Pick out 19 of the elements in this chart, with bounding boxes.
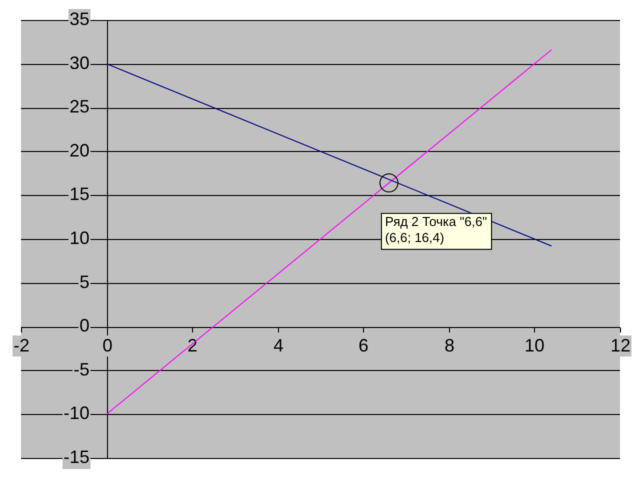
x-tick-label: 12	[610, 335, 631, 356]
x-tick-label: 8	[444, 335, 455, 356]
x-tick-label: 10	[524, 335, 545, 356]
y-tick-label: -5	[73, 359, 90, 380]
y-tick-label: 5	[79, 272, 90, 292]
y-tick-label: -15	[63, 446, 90, 467]
y-tick-label: 30	[69, 52, 90, 73]
y-tick-label: 0	[79, 316, 90, 336]
y-tick-label: 35	[69, 8, 90, 29]
y-tick-label: 20	[69, 140, 90, 160]
x-tick-label: 0	[102, 335, 113, 356]
x-tick-label: 6	[358, 335, 369, 356]
y-tick-label: 25	[69, 96, 90, 117]
x-tick-label: -2	[13, 335, 30, 356]
x-tick-label: 4	[273, 335, 284, 356]
y-tick-label: -10	[63, 403, 90, 424]
y-tick-label: 10	[69, 228, 90, 248]
annotation: Ряд 2 Точка "6,6" (6,6; 16,4)	[384, 214, 488, 246]
y-tick-label: 15	[69, 184, 90, 204]
